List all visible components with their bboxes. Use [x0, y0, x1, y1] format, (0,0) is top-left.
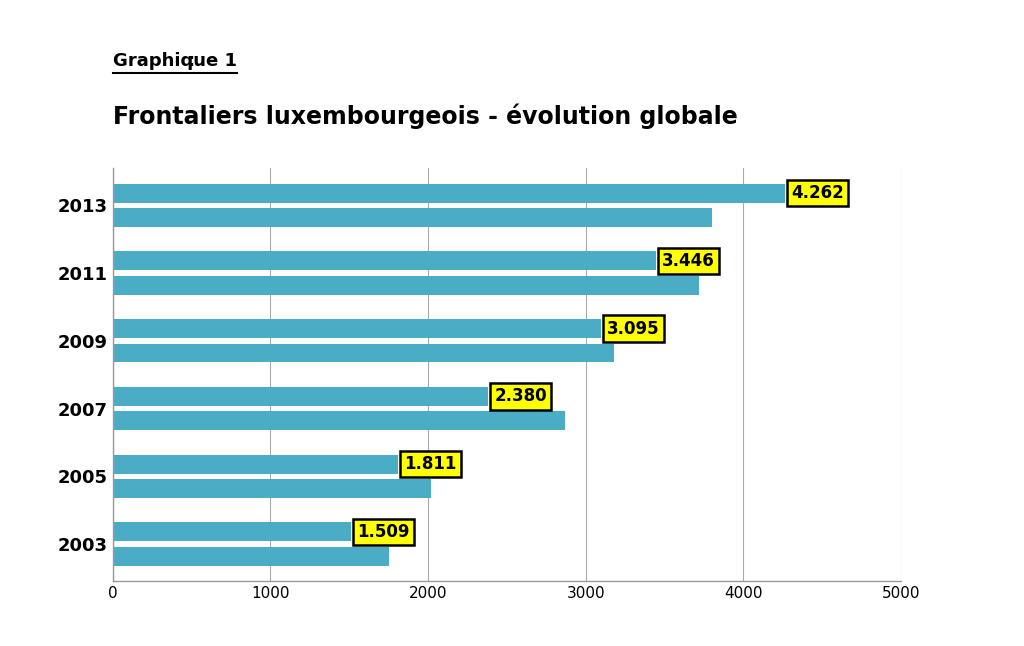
Bar	[113, 387, 488, 406]
Text: 1.811: 1.811	[404, 455, 457, 473]
Bar	[113, 319, 601, 338]
Bar	[113, 479, 431, 498]
Bar	[113, 251, 656, 270]
Text: :: :	[113, 52, 195, 70]
Text: 3.095: 3.095	[607, 320, 659, 338]
Bar	[113, 412, 565, 430]
Text: 2.380: 2.380	[495, 388, 547, 406]
Text: 3.446: 3.446	[663, 252, 715, 270]
Bar	[113, 276, 699, 295]
Bar	[113, 547, 389, 566]
Text: Frontaliers luxembourgeois - évolution globale: Frontaliers luxembourgeois - évolution g…	[113, 103, 737, 129]
Bar	[113, 455, 398, 474]
Bar	[113, 344, 614, 362]
Bar	[113, 523, 350, 541]
Bar	[113, 208, 712, 227]
Text: 4.262: 4.262	[792, 184, 844, 202]
Text: 1.509: 1.509	[357, 523, 410, 541]
Bar	[113, 183, 784, 203]
Text: Graphique 1: Graphique 1	[113, 52, 237, 70]
